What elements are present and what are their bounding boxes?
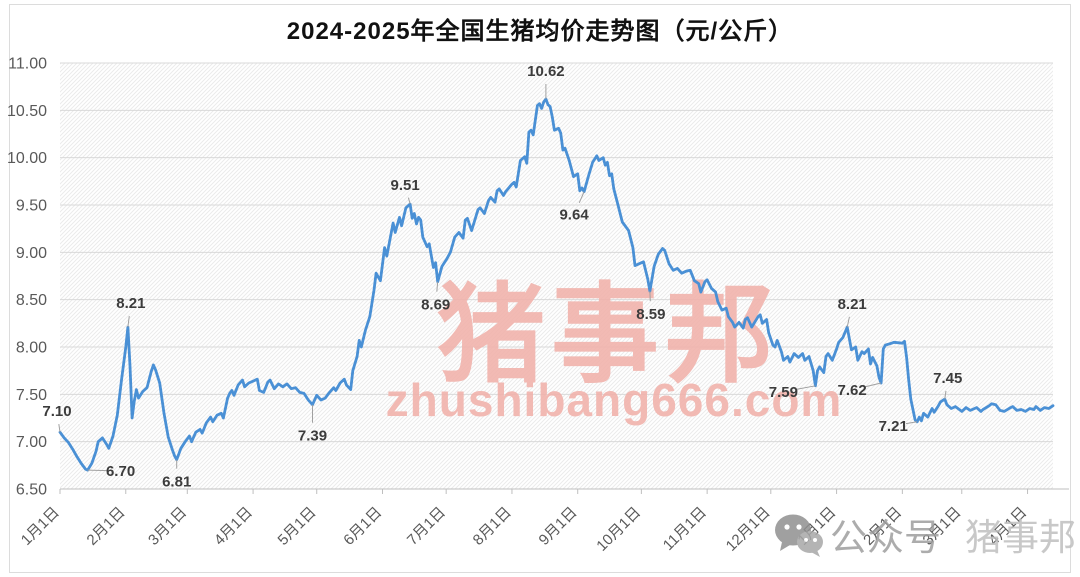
page-title: 2024-2025年全国生猪均价走势图（元/公斤） [286, 18, 794, 45]
x-tick-label: 3月1日 [145, 504, 190, 549]
data-point-label: 8.59 [636, 306, 665, 323]
label-leader-line [864, 382, 882, 388]
x-tick-label: 4月1日 [211, 504, 256, 549]
data-point-label: 10.62 [527, 63, 565, 80]
x-tick-label: 4月1日 [985, 504, 1030, 549]
y-tick-label: 9.00 [16, 245, 47, 262]
x-tick-label: 1月1日 [18, 504, 63, 549]
data-point-label: 6.81 [162, 474, 191, 491]
y-tick-label: 8.00 [16, 340, 47, 357]
label-leader-line [58, 423, 61, 433]
x-tick-label: 1月1日 [794, 504, 839, 549]
x-tick-label: 8月1日 [470, 504, 515, 549]
y-axis: 6.50 7.00 7.50 8.00 8.50 9.00 9.50 10.00 10.50 11… [7, 56, 47, 499]
y-tick-label: 8.50 [16, 292, 47, 309]
y-tick-label: 6.50 [16, 482, 47, 499]
x-tick-label: 12月1日 [723, 504, 774, 555]
x-tick-label: 6月1日 [340, 504, 385, 549]
plot-area-hatch [60, 63, 1053, 489]
label-leader-line [127, 315, 130, 328]
data-point-label: 7.21 [879, 418, 908, 435]
data-point-label: 7.45 [933, 370, 962, 387]
data-point-label: 8.21 [838, 296, 867, 313]
label-leader-line [407, 197, 411, 205]
x-tick-label: 7月1日 [404, 504, 449, 549]
x-tick-label: 2月1日 [860, 504, 905, 549]
y-tick-label: 9.50 [16, 198, 47, 215]
label-leader-line [846, 316, 850, 328]
x-tick-label: 5月1日 [275, 504, 320, 549]
x-axis: 1月1日 2月1日 3月1日 4月1日 5月1日 6月1日 7月1日 8月1日 9月1日 10月1… [18, 488, 1069, 555]
y-tick-label: 7.00 [16, 434, 47, 451]
label-leader-line [578, 191, 585, 204]
x-tick-label: 11月1日 [660, 504, 710, 554]
brand-watermark-site: zhushibang666.com [386, 374, 843, 426]
label-leader-line [944, 390, 947, 400]
x-tick-label: 2月1日 [84, 504, 129, 549]
data-point-label: 8.69 [421, 297, 450, 314]
label-leader-line [796, 385, 816, 390]
data-point-label: 7.39 [298, 428, 327, 445]
data-point-label: 9.64 [559, 207, 589, 224]
y-tick-label: 11.00 [8, 56, 47, 73]
data-point-label: 9.51 [390, 177, 419, 194]
data-point-label: 7.62 [838, 382, 867, 399]
data-point-label: 7.10 [42, 403, 71, 420]
y-tick-label: 7.50 [16, 387, 47, 404]
data-labels: 7.10 6.70 8.21 6.81 7.39 9.51 8.69 10.62 9.64 8.5… [42, 63, 962, 491]
y-tick-label: 10.00 [7, 150, 47, 167]
data-point-label: 6.70 [106, 463, 135, 480]
label-leader-line [905, 421, 918, 425]
x-tick-label: 10月1日 [593, 504, 644, 555]
data-point-label: 8.21 [116, 295, 145, 312]
price-series-line [58, 97, 1055, 472]
label-leader-line [87, 469, 108, 472]
gridlines [60, 62, 1053, 443]
data-point-label: 7.59 [769, 384, 798, 401]
y-tick-label: 10.50 [7, 103, 47, 120]
x-tick-label: 3月1日 [920, 504, 965, 549]
label-leader-line [436, 281, 439, 292]
x-tick-label: 9月1日 [536, 504, 581, 549]
